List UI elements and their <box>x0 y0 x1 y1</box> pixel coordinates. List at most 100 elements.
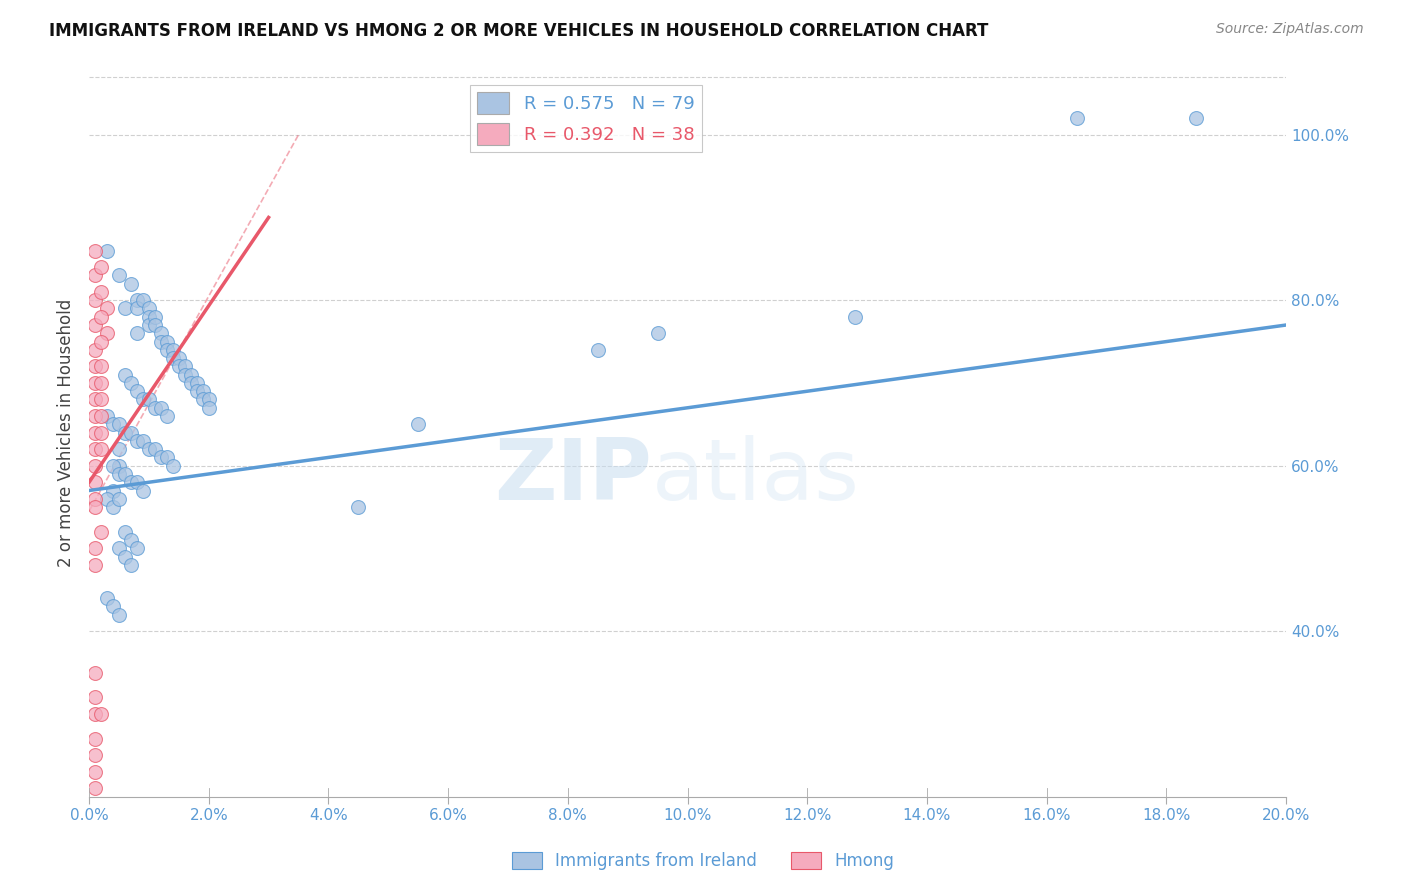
Point <box>1185 111 1208 125</box>
Point <box>149 450 172 465</box>
Point <box>132 434 155 448</box>
Point <box>84 458 107 473</box>
Legend: R = 0.575   N = 79, R = 0.392   N = 38: R = 0.575 N = 79, R = 0.392 N = 38 <box>470 85 702 153</box>
Point <box>90 310 112 324</box>
Point <box>180 376 202 390</box>
Point <box>90 285 112 299</box>
Point <box>406 417 429 432</box>
Point <box>108 607 131 622</box>
Point <box>90 442 112 457</box>
Point <box>90 376 112 390</box>
Point <box>120 558 142 572</box>
Point <box>101 599 124 614</box>
Point <box>138 310 160 324</box>
Point <box>108 458 131 473</box>
Legend: Immigrants from Ireland, Hmong: Immigrants from Ireland, Hmong <box>506 845 900 877</box>
Point <box>114 368 136 382</box>
Point <box>138 392 160 407</box>
Point <box>84 748 107 763</box>
Point <box>125 301 148 316</box>
Point <box>84 343 107 357</box>
Point <box>114 425 136 440</box>
Point <box>90 524 112 539</box>
Point <box>173 368 195 382</box>
Point <box>143 318 166 332</box>
Point <box>96 301 118 316</box>
Point <box>101 500 124 514</box>
Point <box>84 409 107 423</box>
Point <box>84 318 107 332</box>
Point <box>108 467 131 481</box>
Point <box>84 541 107 556</box>
Point <box>84 690 107 705</box>
Point <box>90 334 112 349</box>
Point <box>101 417 124 432</box>
Point <box>84 442 107 457</box>
Point <box>90 392 112 407</box>
Point <box>84 392 107 407</box>
Point <box>180 368 202 382</box>
Point <box>125 326 148 341</box>
Point <box>108 442 131 457</box>
Point <box>132 392 155 407</box>
Point <box>96 244 118 258</box>
Point <box>114 301 136 316</box>
Point <box>108 491 131 506</box>
Point <box>101 458 124 473</box>
Text: ZIP: ZIP <box>494 434 651 517</box>
Point <box>96 326 118 341</box>
Point <box>138 301 160 316</box>
Point <box>96 491 118 506</box>
Text: atlas: atlas <box>651 434 859 517</box>
Point <box>132 293 155 308</box>
Point <box>162 343 184 357</box>
Point <box>101 483 124 498</box>
Point <box>138 442 160 457</box>
Point <box>125 475 148 490</box>
Point <box>186 376 208 390</box>
Point <box>120 533 142 548</box>
Point <box>108 541 131 556</box>
Point <box>125 384 148 399</box>
Point <box>90 260 112 274</box>
Point <box>84 359 107 374</box>
Point <box>120 376 142 390</box>
Point <box>125 434 148 448</box>
Point <box>347 500 370 514</box>
Point <box>84 558 107 572</box>
Point <box>156 343 179 357</box>
Point <box>84 500 107 514</box>
Point <box>149 326 172 341</box>
Point <box>1066 111 1088 125</box>
Point <box>84 475 107 490</box>
Point <box>84 706 107 721</box>
Point <box>143 401 166 415</box>
Point <box>120 425 142 440</box>
Point <box>120 475 142 490</box>
Point <box>138 318 160 332</box>
Point <box>647 326 669 341</box>
Text: IMMIGRANTS FROM IRELAND VS HMONG 2 OR MORE VEHICLES IN HOUSEHOLD CORRELATION CHA: IMMIGRANTS FROM IRELAND VS HMONG 2 OR MO… <box>49 22 988 40</box>
Point <box>114 467 136 481</box>
Point <box>114 549 136 564</box>
Point <box>108 268 131 283</box>
Point <box>125 293 148 308</box>
Point <box>156 409 179 423</box>
Point <box>132 483 155 498</box>
Point <box>114 524 136 539</box>
Point <box>84 491 107 506</box>
Point <box>96 591 118 606</box>
Point <box>120 277 142 291</box>
Point <box>84 764 107 779</box>
Text: Source: ZipAtlas.com: Source: ZipAtlas.com <box>1216 22 1364 37</box>
Point <box>84 731 107 746</box>
Point <box>143 442 166 457</box>
Point <box>191 392 214 407</box>
Point <box>84 293 107 308</box>
Point <box>90 409 112 423</box>
Point <box>84 244 107 258</box>
Point <box>197 401 219 415</box>
Point <box>162 351 184 365</box>
Point <box>90 706 112 721</box>
Point <box>162 458 184 473</box>
